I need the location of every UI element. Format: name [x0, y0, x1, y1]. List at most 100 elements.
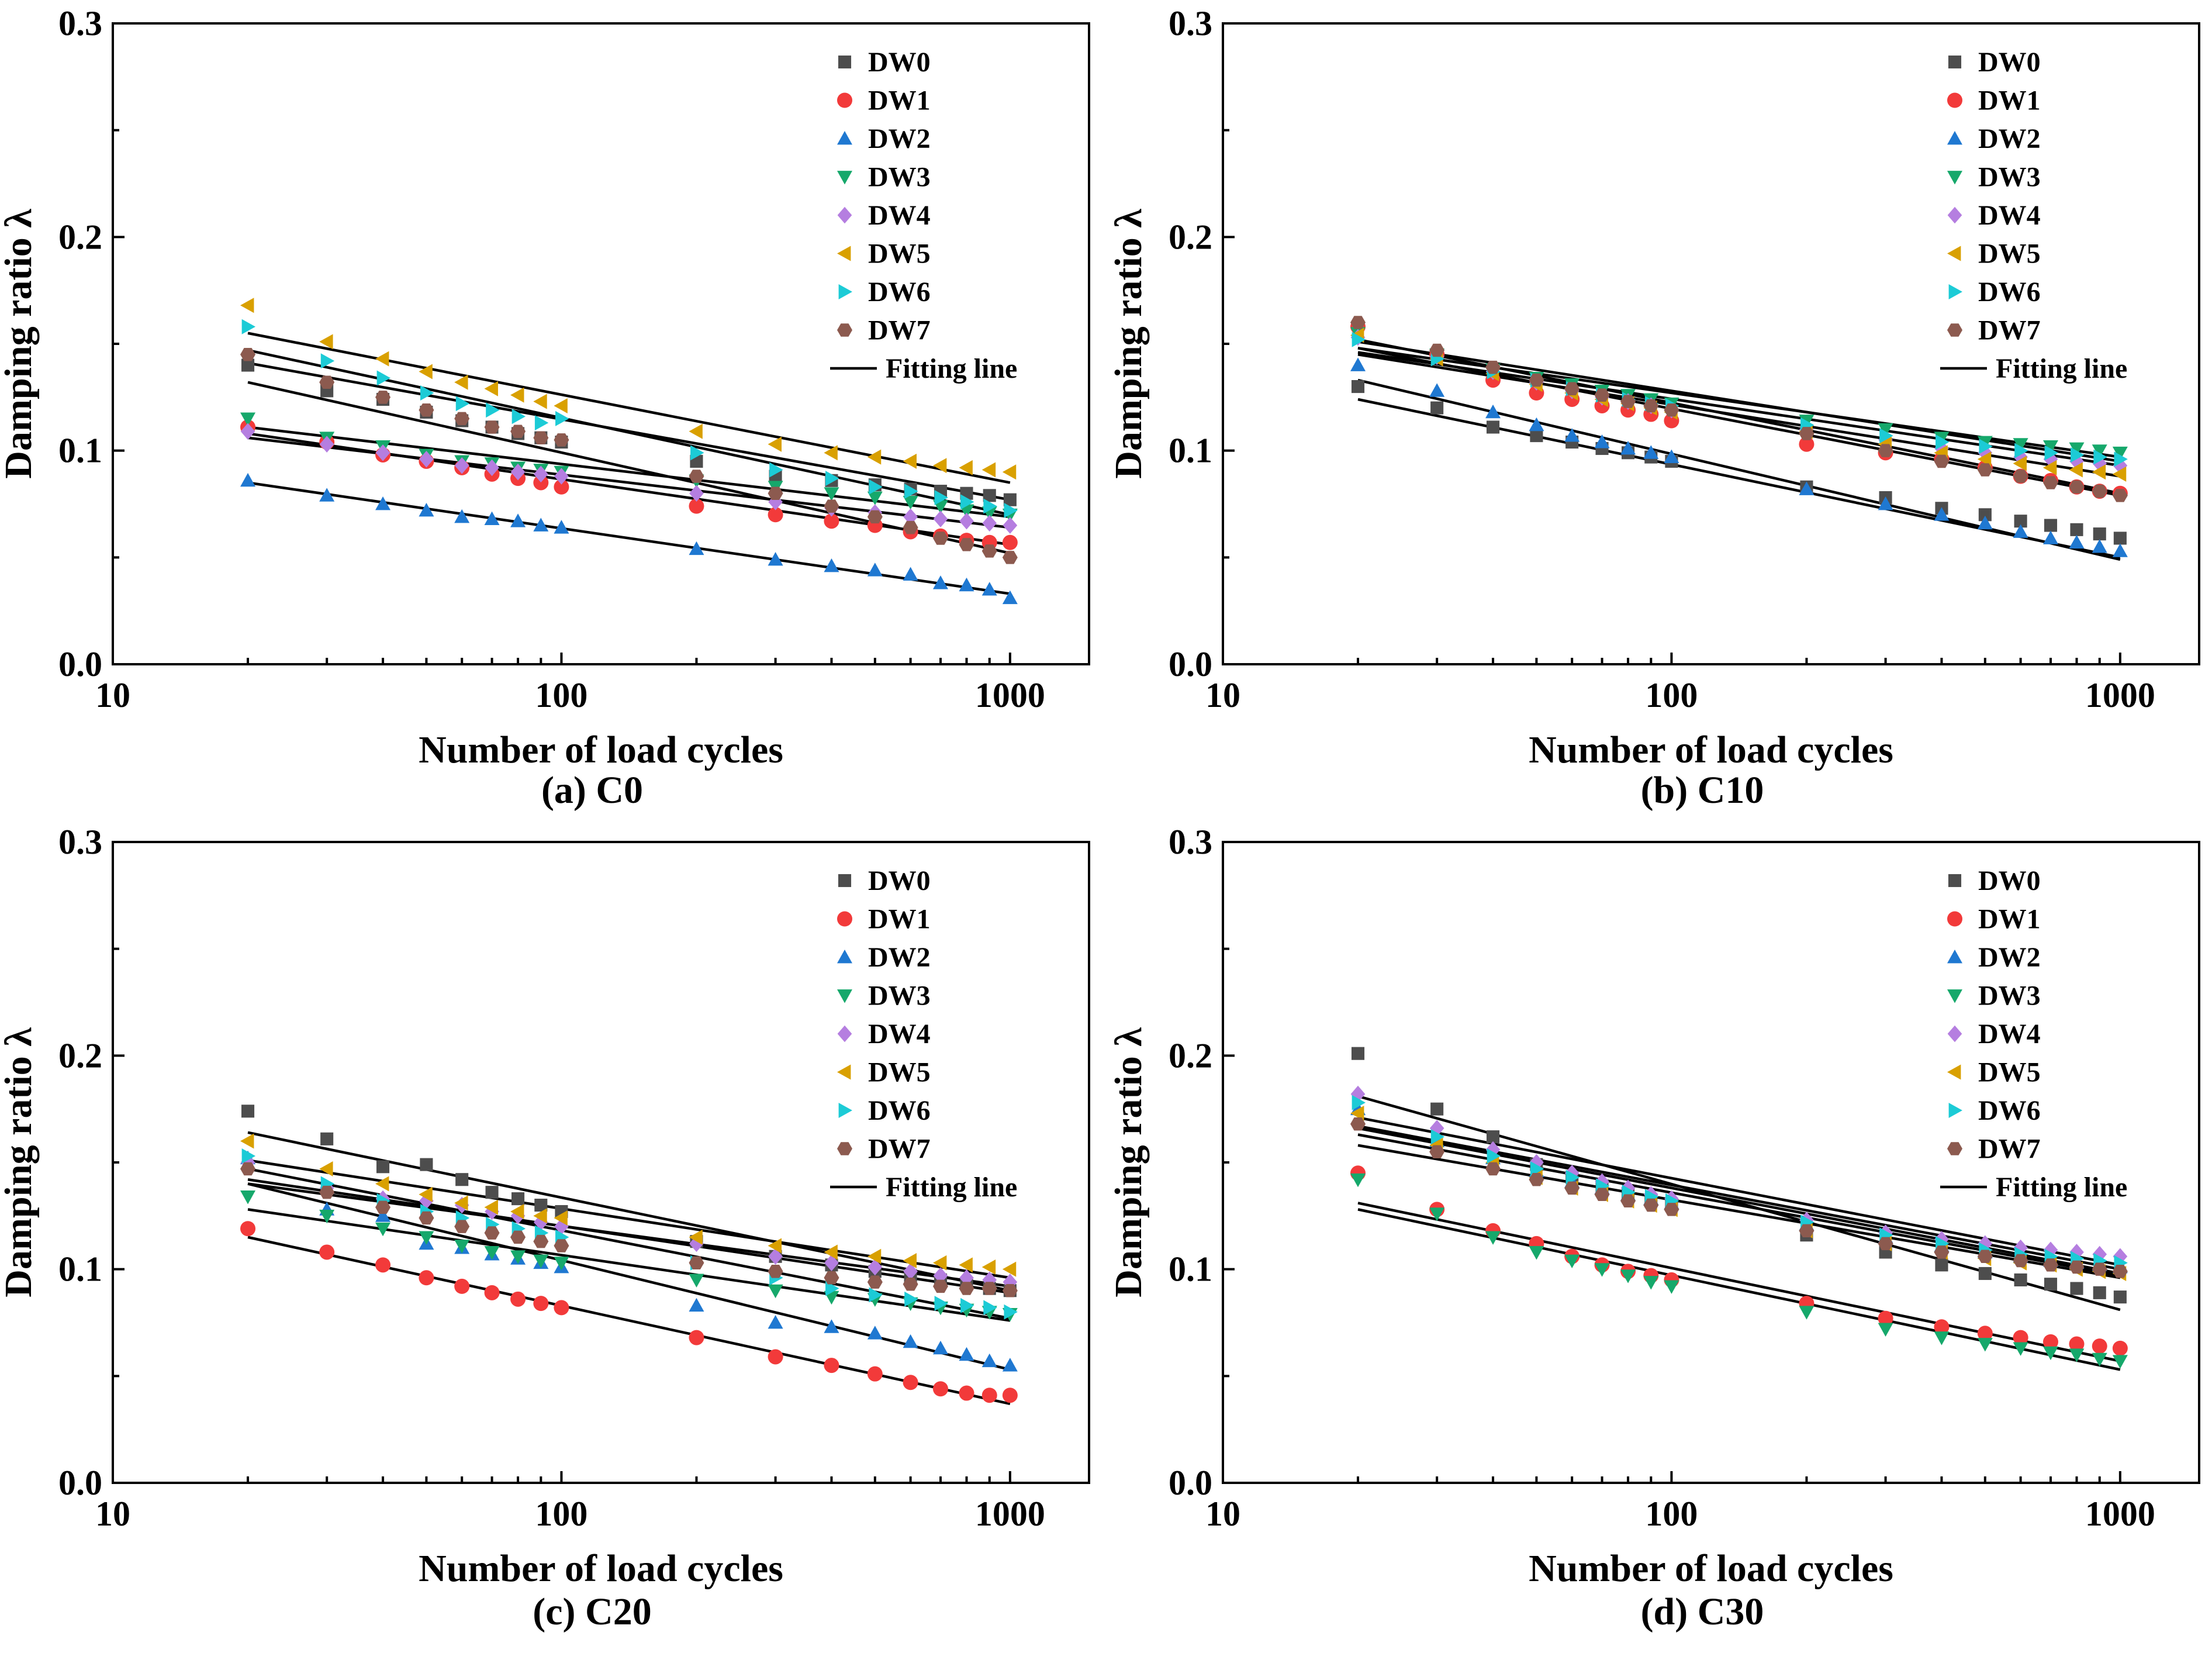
legend-marker-dw7 — [837, 323, 852, 337]
data-point — [1530, 1161, 1544, 1176]
data-point — [768, 436, 782, 452]
data-point — [485, 1203, 499, 1220]
data-point — [2014, 1273, 2027, 1286]
data-point — [454, 374, 468, 390]
data-point — [1594, 434, 1610, 448]
fit-line-dw5 — [247, 332, 1011, 484]
data-point — [319, 488, 335, 502]
data-point — [981, 1353, 997, 1368]
data-point — [1487, 1148, 1501, 1164]
data-point — [485, 1186, 499, 1199]
y-tick-label: 0.3 — [58, 4, 102, 43]
data-point — [510, 387, 524, 403]
data-point — [419, 1211, 434, 1225]
data-point — [1350, 1117, 1366, 1131]
data-point — [932, 1255, 947, 1271]
data-point — [1003, 493, 1017, 506]
y-tick-label: 0.1 — [58, 432, 102, 470]
panel-caption: (c) C20 — [533, 1590, 651, 1633]
legend-marker-dw2 — [837, 950, 852, 964]
data-point — [510, 1291, 526, 1307]
series-dw6 — [241, 319, 1018, 518]
data-point — [1620, 395, 1636, 408]
legend-label-dw6: DW6 — [868, 277, 931, 308]
data-point — [1430, 1129, 1445, 1145]
data-point — [454, 412, 470, 426]
fit-line-dw3 — [247, 1208, 1011, 1322]
data-point — [554, 1239, 569, 1252]
data-point — [241, 319, 256, 334]
legend-label-dw5: DW5 — [868, 239, 931, 270]
data-point — [2044, 519, 2058, 532]
data-point — [241, 1105, 255, 1118]
data-point — [2042, 1258, 2058, 1272]
data-point — [768, 1238, 782, 1254]
data-point — [1799, 1306, 1814, 1320]
fit-line-dw7 — [247, 1178, 1011, 1295]
data-point — [376, 1160, 390, 1174]
data-point — [375, 1257, 391, 1273]
fit-line-dw6 — [247, 1167, 1011, 1320]
data-point — [2013, 470, 2028, 483]
data-point — [867, 1366, 883, 1382]
data-point — [454, 1278, 470, 1294]
data-point — [903, 1375, 918, 1390]
data-point — [533, 1234, 549, 1248]
legend-marker-dw5 — [837, 246, 851, 261]
x-axis-label: Number of load cycles — [419, 729, 783, 771]
data-point — [903, 453, 917, 469]
data-point — [1620, 441, 1636, 455]
data-point — [240, 1190, 256, 1205]
x-axis-label: Number of load cycles — [419, 1547, 783, 1590]
data-point — [1002, 551, 1018, 564]
legend-label-dw0: DW0 — [868, 865, 931, 896]
legend: DW0 DW1 DW2 DW3 DW4 DW5 DW6 DW7 Fitting line — [1940, 865, 2127, 1203]
legend-marker-dw5 — [1947, 1064, 1961, 1080]
data-point — [240, 1162, 256, 1176]
series-dw5 — [240, 1133, 1017, 1277]
legend-marker-dw3 — [1947, 989, 1962, 1003]
data-point — [320, 1132, 334, 1145]
data-point — [768, 1315, 783, 1329]
data-point — [1350, 316, 1366, 329]
data-point — [241, 1148, 256, 1164]
data-point — [983, 489, 996, 502]
fit-line-dw1 — [1357, 1202, 2121, 1362]
data-point — [1879, 428, 1893, 444]
data-point — [1978, 508, 1992, 522]
data-point — [960, 1297, 974, 1313]
data-point — [768, 507, 783, 523]
data-point — [932, 1340, 948, 1355]
data-point — [690, 445, 704, 461]
data-point — [484, 1285, 500, 1300]
data-point — [2092, 464, 2106, 480]
chart-panel-0: 10 100 1000 0.0 0.1 0.2 0.3 Number of load cycl… — [0, 4, 1090, 812]
data-point — [2013, 1330, 2028, 1345]
data-point — [2113, 1290, 2127, 1304]
data-point — [689, 541, 704, 555]
legend-label-dw5: DW5 — [1978, 239, 2041, 270]
data-point — [1485, 1162, 1501, 1176]
data-point — [932, 1279, 948, 1293]
data-point — [1934, 1245, 1950, 1259]
data-point — [903, 1334, 918, 1348]
fit-line-dw2 — [1357, 1127, 2121, 1275]
data-point — [533, 1254, 549, 1269]
x-tick-label: 100 — [1645, 1495, 1698, 1533]
legend-marker-dw0 — [1948, 874, 1962, 888]
data-point — [1002, 1283, 1018, 1297]
chart-panel-2: 10 100 1000 0.0 0.1 0.2 0.3 Number of load cycl… — [0, 823, 1090, 1633]
legend-label-dw1: DW1 — [868, 904, 931, 935]
data-point — [1352, 332, 1366, 347]
data-point — [419, 1270, 434, 1286]
data-point — [824, 1254, 839, 1272]
y-tick-label: 0.0 — [58, 645, 102, 684]
fit-line-dw0 — [247, 1131, 1011, 1292]
data-point — [319, 375, 335, 389]
data-point — [419, 403, 434, 417]
data-point — [1352, 1095, 1366, 1110]
data-point — [1620, 1194, 1636, 1208]
data-point — [825, 1281, 839, 1296]
data-point — [959, 577, 974, 592]
data-point — [981, 582, 997, 596]
